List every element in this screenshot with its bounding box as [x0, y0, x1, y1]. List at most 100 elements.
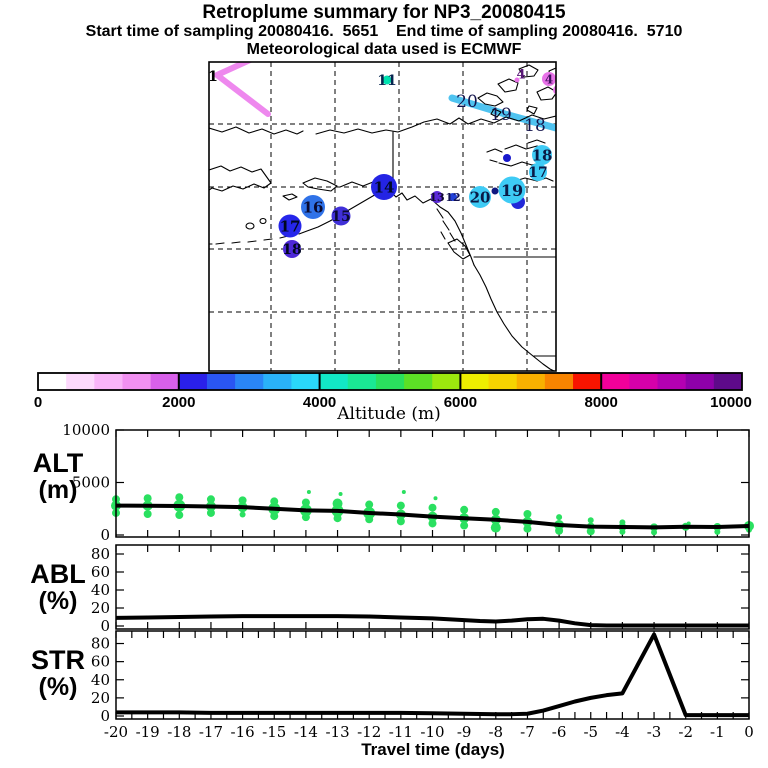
- colorbar-segment: [347, 373, 377, 390]
- colorbar-segment: [544, 373, 574, 390]
- map-marker-label-day-13: 13: [429, 191, 444, 204]
- y-tick-label: 80: [91, 635, 110, 653]
- colorbar-segment: [319, 373, 349, 390]
- particle-altitude-dot: [143, 510, 152, 518]
- y-tick-label: 40: [91, 671, 110, 689]
- particle-altitude-dot: [175, 493, 184, 502]
- particle-altitude-dot: [175, 511, 184, 520]
- coastline-chukotka-north: [209, 126, 304, 135]
- str-frame: [115, 630, 750, 720]
- particle-altitude-dot: [333, 514, 342, 523]
- particle-altitude-dot: [428, 519, 437, 528]
- victoria-island-coast: [486, 139, 554, 182]
- colorbar-segment: [66, 373, 95, 390]
- particle-altitude-dot: [460, 521, 469, 530]
- particle-altitude-dot: [587, 517, 594, 524]
- particle-altitude-dot: [270, 512, 279, 521]
- y-tick-label: 60: [91, 563, 110, 581]
- particle-altitude-dot: [306, 489, 311, 494]
- colorbar-title: Altitude (m): [337, 404, 441, 424]
- map-marker-circle-day-15: [331, 206, 351, 226]
- alt-panel-label: ALT (m): [10, 449, 106, 504]
- map-marker-label-day-4: 4: [516, 68, 525, 83]
- y-tick-label: 0: [100, 526, 110, 544]
- x-tick-label: -15: [262, 723, 286, 741]
- str-panel-label: STR (%): [10, 646, 106, 701]
- abl-curve: [115, 614, 749, 628]
- map-marker-label-day-4: 4: [545, 72, 553, 86]
- colorbar-segment: [94, 373, 123, 390]
- y-tick-label: 60: [91, 653, 110, 671]
- day18-20-trajectory-streak: [448, 94, 556, 132]
- island-st-lawrence: [282, 193, 298, 201]
- map-marker-label-day-20: 20: [470, 188, 491, 206]
- map-marker-label-day-18: 18: [282, 242, 301, 258]
- colorbar-border: [37, 372, 743, 391]
- alt-frame: [115, 429, 750, 538]
- colorbar-segment: [516, 373, 546, 390]
- colorbar-segment: [460, 373, 490, 390]
- particle-altitude-dot: [586, 527, 595, 536]
- colorbar-segment: [629, 373, 659, 390]
- colorbar-segment: [235, 373, 264, 390]
- map-marker-label-day-1: 1: [208, 69, 218, 85]
- x-tick-label: -14: [294, 723, 318, 741]
- particle-altitude-dot: [651, 529, 658, 536]
- map-marker-circle-day-13: [431, 191, 443, 203]
- colorbar-segment: [150, 373, 180, 390]
- map-marker-label-day-18: 18: [532, 146, 553, 164]
- panhandle-islands: [436, 208, 456, 242]
- particle-altitude-dot: [338, 492, 343, 497]
- particle-altitude-dot: [619, 519, 626, 526]
- map-marker-label-day-12: 12: [445, 191, 460, 204]
- x-tick-label: -3: [647, 723, 662, 741]
- particle-altitude-dot: [270, 497, 279, 506]
- map-marker-circle-day-x: [553, 85, 556, 95]
- alt-panel-unit: (m): [38, 476, 78, 505]
- particle-altitude-dot: [714, 528, 721, 535]
- island-vancouver: [447, 238, 471, 260]
- map-marker-circle-day-19: [498, 176, 526, 204]
- particle-altitude-dot: [401, 489, 406, 494]
- met-data-line: Meteorological data used is ECMWF: [246, 41, 522, 58]
- particle-altitude-dot: [143, 494, 152, 503]
- x-tick-label: -1: [710, 723, 725, 741]
- x-tick-label: -17: [199, 723, 223, 741]
- y-tick-label: 40: [91, 581, 110, 599]
- map-marker-circle-day-18: [283, 240, 301, 258]
- map-marker-circle-day-x: [514, 77, 520, 83]
- particle-altitude-dot: [238, 496, 247, 505]
- particle-altitude-dot: [490, 522, 501, 533]
- particle-altitude-dot: [556, 514, 563, 521]
- alt-panel-name: ALT: [32, 448, 84, 478]
- abl-frame: [115, 544, 750, 630]
- sampling-times-subtitle: Start time of sampling 20080416. 5651 En…: [85, 23, 683, 40]
- arctic-islands: [477, 64, 556, 118]
- alt-curve: [115, 503, 750, 530]
- colorbar-segment: [488, 373, 518, 390]
- particle-altitude-dot: [555, 526, 564, 535]
- y-tick-label: 80: [91, 545, 110, 563]
- particle-altitude-dot: [239, 511, 246, 518]
- colorbar-segment: [713, 373, 743, 390]
- x-tick-label: -7: [520, 723, 535, 741]
- map-marker-label-day-19: 19: [501, 181, 523, 200]
- map-frame: [208, 61, 557, 372]
- map-marker-circle-day-14: [371, 174, 397, 200]
- colorbar-tick-label: 4000: [303, 394, 336, 411]
- map-marker-circle-day-x: [503, 154, 511, 162]
- y-tick-label: 20: [91, 599, 110, 617]
- altitude-colorbar: 0 2000 4000 6000 8000 10000: [34, 372, 752, 411]
- x-axis-title: Travel time (days): [361, 740, 505, 759]
- y-tick-label: 20: [91, 689, 110, 707]
- plume-trajectory-streaks: [214, 62, 556, 132]
- chevron-day-label: 1: [208, 69, 218, 85]
- colorbar-segment: [263, 373, 292, 390]
- alt-panel: 0 5000 10000: [62, 421, 754, 544]
